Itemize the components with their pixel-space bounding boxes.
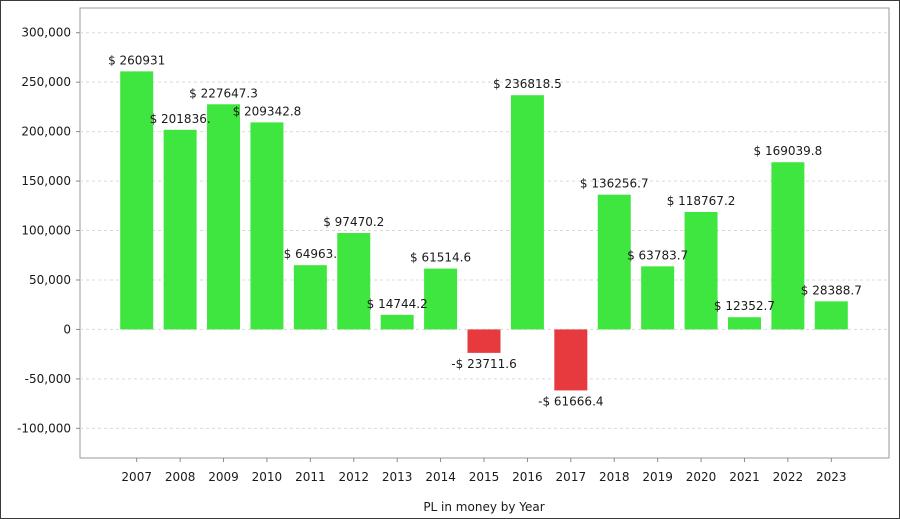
x-tick-label: 2022 bbox=[773, 470, 804, 484]
bar bbox=[814, 301, 848, 330]
bar-value-label: $ 136256.7 bbox=[580, 177, 649, 191]
bar bbox=[380, 314, 414, 330]
bar-value-label: $ 61514.6 bbox=[410, 251, 471, 265]
x-axis-label: PL in money by Year bbox=[423, 500, 544, 514]
y-axis-ticks: -100,000 -50,000 0 50,000 100,000 150,000 200,… bbox=[17, 26, 80, 435]
bar-value-label: $ 63783.7 bbox=[627, 248, 688, 262]
bar-value-label: $ 14744.2 bbox=[367, 297, 428, 311]
bar-value-label: $ 236818.5 bbox=[493, 77, 562, 91]
bar bbox=[250, 122, 284, 330]
x-tick-label: 2017 bbox=[556, 470, 587, 484]
x-tick-label: 2009 bbox=[208, 470, 239, 484]
bar-value-label: $ 169039.8 bbox=[754, 144, 823, 158]
y-tick-label: 100,000 bbox=[21, 224, 71, 238]
bar bbox=[727, 317, 761, 330]
x-tick-label: 2023 bbox=[816, 470, 847, 484]
y-tick-label: -50,000 bbox=[25, 372, 71, 386]
bar bbox=[424, 268, 458, 330]
bar bbox=[467, 329, 501, 353]
bars bbox=[120, 71, 848, 391]
bar bbox=[554, 329, 588, 391]
y-tick-label: 200,000 bbox=[21, 125, 71, 139]
bar bbox=[163, 129, 197, 330]
plot-area bbox=[79, 7, 890, 459]
x-tick-label: 2008 bbox=[165, 470, 196, 484]
bar bbox=[120, 71, 154, 330]
y-tick-label: -100,000 bbox=[17, 421, 71, 435]
x-tick-label: 2014 bbox=[425, 470, 456, 484]
bar bbox=[641, 266, 675, 330]
y-tick-label: 250,000 bbox=[21, 75, 71, 89]
bar-value-label: $ 201836. bbox=[150, 112, 211, 126]
x-tick-label: 2007 bbox=[121, 470, 152, 484]
x-tick-label: 2011 bbox=[295, 470, 326, 484]
bar-labels: $ 260931 $ 201836. $ 227647.3 $ 209342.8 $ 6… bbox=[108, 53, 862, 408]
bar bbox=[597, 194, 631, 330]
x-tick-label: 2019 bbox=[642, 470, 673, 484]
x-tick-label: 2020 bbox=[686, 470, 717, 484]
bar-value-label: $ 118767.2 bbox=[667, 194, 736, 208]
x-tick-label: 2015 bbox=[469, 470, 500, 484]
bar-value-label: $ 12352.7 bbox=[714, 299, 775, 313]
y-tick-label: 150,000 bbox=[21, 174, 71, 188]
x-tick-label: 2016 bbox=[512, 470, 543, 484]
bar-value-label: $ 209342.8 bbox=[233, 104, 302, 118]
bar-value-label: $ 227647.3 bbox=[189, 86, 258, 100]
bar bbox=[510, 95, 544, 330]
x-tick-label: 2021 bbox=[729, 470, 760, 484]
bar bbox=[771, 162, 805, 330]
bar bbox=[337, 233, 371, 330]
x-tick-label: 2013 bbox=[382, 470, 413, 484]
y-tick-label: 0 bbox=[63, 322, 71, 336]
bar bbox=[684, 211, 718, 330]
bar-value-label: $ 64963. bbox=[284, 247, 337, 261]
bar-value-label: $ 260931 bbox=[108, 53, 165, 67]
bar-value-label: $ 97470.2 bbox=[323, 215, 384, 229]
bar bbox=[207, 104, 241, 330]
x-tick-label: 2012 bbox=[338, 470, 369, 484]
x-tick-label: 2010 bbox=[252, 470, 283, 484]
bar bbox=[293, 265, 327, 330]
y-tick-label: 300,000 bbox=[21, 26, 71, 40]
x-axis-ticks: 2007 2008 2009 2010 2011 2012 2013 2014 2015 2016… bbox=[121, 458, 847, 484]
bar-value-label: -$ 61666.4 bbox=[538, 394, 603, 408]
bar-value-label: -$ 23711.6 bbox=[451, 357, 516, 371]
y-tick-label: 50,000 bbox=[29, 273, 71, 287]
x-tick-label: 2018 bbox=[599, 470, 630, 484]
bar-value-label: $ 28388.7 bbox=[801, 283, 862, 297]
